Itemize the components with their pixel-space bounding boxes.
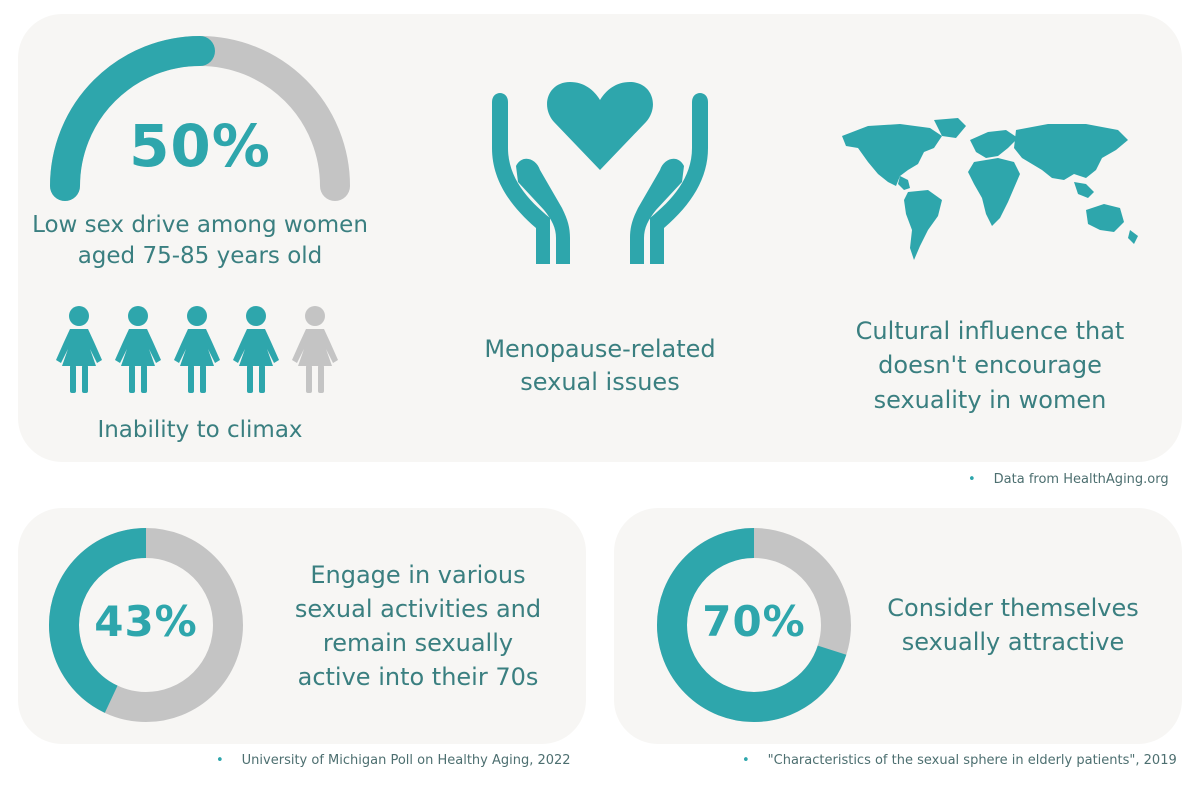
- bullet-dot: •: [968, 472, 976, 487]
- donut-fill: [49, 528, 243, 722]
- culture-line1: Cultural influence that: [855, 317, 1125, 345]
- source-note-right: • "Characteristics of the sexual sphere i…: [742, 753, 1177, 768]
- attractive-line1: Consider themselves: [887, 594, 1139, 622]
- donut-fill: [657, 528, 851, 722]
- culture-line3: sexuality in women: [873, 386, 1107, 414]
- source-text: "Characteristics of the sexual sphere in…: [767, 753, 1177, 768]
- gauge-value: 50%: [129, 112, 271, 180]
- culture-line2: doesn't encourage: [878, 351, 1102, 379]
- menopause-line2: sexual issues: [520, 368, 680, 396]
- world-map-icon: [842, 118, 1138, 260]
- source-note-left: • University of Michigan Poll on Healthy …: [216, 753, 571, 768]
- woman-figure-icon: [115, 306, 161, 393]
- figures-caption: Inability to climax: [97, 417, 303, 443]
- donut-value-43: 43%: [94, 597, 198, 646]
- top-stats-card: [18, 14, 1182, 462]
- bullet-dot: •: [742, 753, 750, 768]
- gauge-fill: [50, 36, 215, 201]
- donut-chart-70: [657, 528, 851, 722]
- attractive-line2: sexually attractive: [901, 628, 1125, 656]
- woman-figure-icon: [233, 306, 279, 393]
- source-text: University of Michigan Poll on Healthy A…: [241, 753, 571, 768]
- half-gauge-chart: [50, 36, 350, 201]
- donut-value-70: 70%: [702, 597, 806, 646]
- bullet-dot: •: [216, 753, 224, 768]
- activity-line1: Engage in various: [310, 561, 526, 589]
- woman-figure-icon: [174, 306, 220, 393]
- gauge-caption-line2: aged 75-85 years old: [77, 243, 323, 269]
- source-text: Data from HealthAging.org: [993, 472, 1169, 487]
- activity-line2: sexual activities and: [294, 595, 542, 623]
- source-note-top: • Data from HealthAging.org: [968, 472, 1169, 487]
- donut-chart-43: [49, 528, 243, 722]
- woman-figure-icon: [56, 306, 102, 393]
- woman-figures-row: [56, 306, 338, 393]
- menopause-line1: Menopause-related: [484, 335, 716, 363]
- gauge-caption-line1: Low sex drive among women: [32, 212, 368, 238]
- woman-figure-icon: [292, 306, 338, 393]
- hands-heart-icon: [492, 82, 708, 264]
- activity-line4: active into their 70s: [297, 663, 539, 691]
- activity-line3: remain sexually: [322, 629, 514, 657]
